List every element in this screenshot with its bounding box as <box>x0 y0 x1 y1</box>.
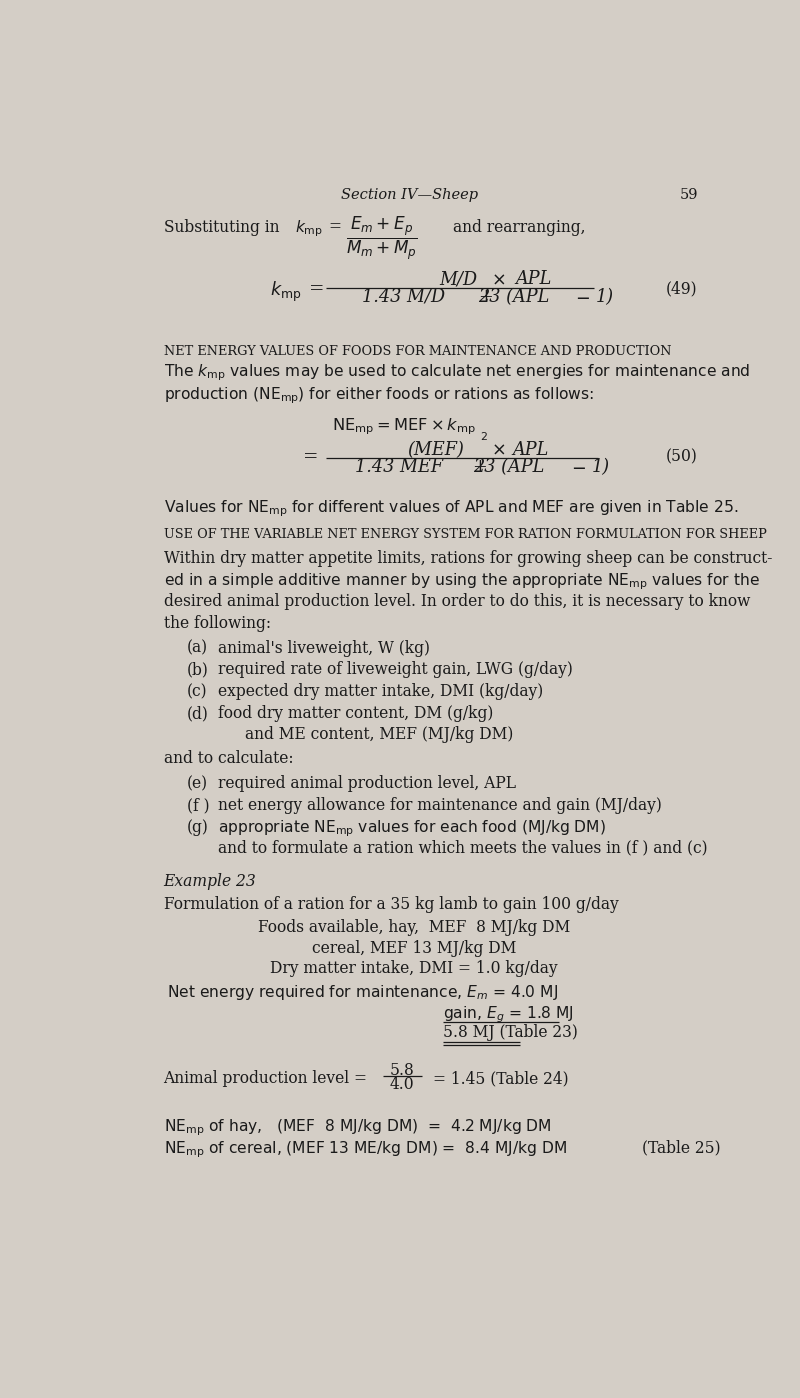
Text: Example 23: Example 23 <box>163 874 256 891</box>
Text: required animal production level, APL: required animal production level, APL <box>218 774 516 793</box>
Text: (50): (50) <box>666 449 698 466</box>
Text: Formulation of a ration for a 35 kg lamb to gain 100 g/day: Formulation of a ration for a 35 kg lamb… <box>163 896 618 913</box>
Text: required rate of liveweight gain, LWG (g/day): required rate of liveweight gain, LWG (g… <box>218 661 573 678</box>
Text: +: + <box>472 457 487 475</box>
Text: appropriate $\mathrm{NE_{mp}}$ values for each food (MJ/kg DM): appropriate $\mathrm{NE_{mp}}$ values fo… <box>218 819 606 839</box>
Text: Dry matter intake, DMI = 1.0 kg/day: Dry matter intake, DMI = 1.0 kg/day <box>270 960 558 977</box>
Text: 23 (APL: 23 (APL <box>474 457 545 475</box>
Text: (d): (d) <box>187 705 209 721</box>
Text: (e): (e) <box>187 774 208 793</box>
Text: $k_{\mathrm{mp}}$: $k_{\mathrm{mp}}$ <box>270 280 302 305</box>
Text: Values for $\mathrm{NE_{mp}}$ for different values of APL and MEF are given in T: Values for $\mathrm{NE_{mp}}$ for differ… <box>163 499 738 519</box>
Text: =: = <box>303 449 318 467</box>
Text: (c): (c) <box>187 684 207 700</box>
Text: (b): (b) <box>187 661 209 678</box>
Text: M/D: M/D <box>439 270 477 288</box>
Text: =: = <box>329 218 342 236</box>
Text: $^2$: $^2$ <box>481 433 488 447</box>
Text: (49): (49) <box>666 280 698 298</box>
Text: (g): (g) <box>187 819 209 836</box>
Text: and ME content, MEF (MJ/kg DM): and ME content, MEF (MJ/kg DM) <box>245 726 514 742</box>
Text: and rearranging,: and rearranging, <box>453 218 585 236</box>
Text: desired animal production level. In order to do this, it is necessary to know: desired animal production level. In orde… <box>163 593 750 611</box>
Text: 5.8 MJ (Table 23): 5.8 MJ (Table 23) <box>442 1023 578 1042</box>
Text: production ($\mathrm{NE_{mp}}$) for either foods or rations as follows:: production ($\mathrm{NE_{mp}}$) for eith… <box>163 386 594 405</box>
Text: Section IV—Sheep: Section IV—Sheep <box>342 187 478 201</box>
Text: 23 (APL: 23 (APL <box>478 288 550 306</box>
Text: $\dfrac{E_m + E_p}{M_m + M_p}$: $\dfrac{E_m + E_p}{M_m + M_p}$ <box>346 215 418 261</box>
Text: $\mathrm{NE_{mp}}$ of cereal, (MEF 13 ME/kg DM) =  8.4 MJ/kg DM: $\mathrm{NE_{mp}}$ of cereal, (MEF 13 ME… <box>163 1139 566 1160</box>
Text: animal's liveweight, W (kg): animal's liveweight, W (kg) <box>218 640 430 657</box>
Text: 1.43 M/D: 1.43 M/D <box>362 288 446 306</box>
Text: = 1.45 (Table 24): = 1.45 (Table 24) <box>434 1069 569 1088</box>
Text: ed in a simple additive manner by using the appropriate $\mathrm{NE_{mp}}$ value: ed in a simple additive manner by using … <box>163 572 759 593</box>
Text: The $k_{\mathrm{mp}}$ values may be used to calculate net energies for maintenan: The $k_{\mathrm{mp}}$ values may be used… <box>163 362 750 383</box>
Text: NET ENERGY VALUES OF FOODS FOR MAINTENANCE AND PRODUCTION: NET ENERGY VALUES OF FOODS FOR MAINTENAN… <box>163 345 671 358</box>
Text: (MEF): (MEF) <box>407 440 464 459</box>
Text: net energy allowance for maintenance and gain (MJ/day): net energy allowance for maintenance and… <box>218 797 662 814</box>
Text: $\mathrm{NE_{mp}} = \mathrm{MEF} \times k_{\mathrm{mp}}$: $\mathrm{NE_{mp}} = \mathrm{MEF} \times … <box>333 417 477 436</box>
Text: $\times$: $\times$ <box>491 270 506 288</box>
Text: the following:: the following: <box>163 615 270 632</box>
Text: Within dry matter appetite limits, rations for growing sheep can be construct-: Within dry matter appetite limits, ratio… <box>163 549 772 566</box>
Text: =: = <box>310 280 325 298</box>
Text: cereal, MEF 13 MJ/kg DM: cereal, MEF 13 MJ/kg DM <box>312 939 516 956</box>
Text: 4.0: 4.0 <box>390 1076 414 1093</box>
Text: Foods available, hay,  MEF  8 MJ/kg DM: Foods available, hay, MEF 8 MJ/kg DM <box>258 918 570 935</box>
Text: $\times$: $\times$ <box>491 440 506 459</box>
Text: USE OF THE VARIABLE NET ENERGY SYSTEM FOR RATION FORMULATION FOR SHEEP: USE OF THE VARIABLE NET ENERGY SYSTEM FO… <box>163 527 766 541</box>
Text: $\mathrm{NE_{mp}}$ of hay,   (MEF  8 MJ/kg DM)  =  4.2 MJ/kg DM: $\mathrm{NE_{mp}}$ of hay, (MEF 8 MJ/kg … <box>163 1118 551 1138</box>
Text: 1): 1) <box>596 288 614 306</box>
Text: APL: APL <box>513 440 549 459</box>
Text: and to formulate a ration which meets the values in (f ) and (c): and to formulate a ration which meets th… <box>218 840 707 857</box>
Text: gain, $E_g$ = 1.8 MJ: gain, $E_g$ = 1.8 MJ <box>442 1004 574 1025</box>
Text: (f ): (f ) <box>187 797 210 814</box>
Text: APL: APL <box>515 270 551 288</box>
Text: (a): (a) <box>187 640 208 657</box>
Text: 1.43 MEF: 1.43 MEF <box>355 457 443 475</box>
Text: $-$: $-$ <box>571 457 586 475</box>
Text: $-$: $-$ <box>574 288 590 306</box>
Text: $k_{\mathrm{mp}}$: $k_{\mathrm{mp}}$ <box>295 218 323 239</box>
Text: +: + <box>478 288 493 306</box>
Text: Net energy required for maintenance, $E_m$ = 4.0 MJ: Net energy required for maintenance, $E_… <box>167 983 558 1002</box>
Text: food dry matter content, DM (g/kg): food dry matter content, DM (g/kg) <box>218 705 493 721</box>
Text: (Table 25): (Table 25) <box>642 1139 721 1156</box>
Text: 5.8: 5.8 <box>390 1062 414 1079</box>
Text: and to calculate:: and to calculate: <box>163 751 293 768</box>
Text: Animal production level =: Animal production level = <box>163 1069 367 1088</box>
Text: 59: 59 <box>680 187 698 201</box>
Text: expected dry matter intake, DMI (kg/day): expected dry matter intake, DMI (kg/day) <box>218 684 543 700</box>
Text: Substituting in: Substituting in <box>163 218 279 236</box>
Text: 1): 1) <box>591 457 610 475</box>
